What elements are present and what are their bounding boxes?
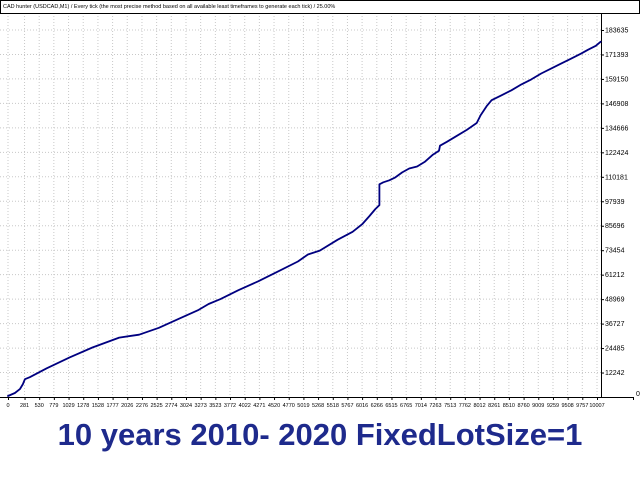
x-tick-label: 4271 [253, 403, 265, 409]
y-zero-label: 0 [636, 391, 640, 398]
y-tick-label: 134666 [605, 125, 628, 132]
x-tick-label: 4022 [239, 403, 251, 409]
y-tick-label: 85696 [605, 223, 625, 230]
x-tick-label: 530 [35, 403, 44, 409]
x-tick-label: 1528 [92, 403, 104, 409]
x-tick-label: 2026 [121, 403, 133, 409]
x-tick-label: 7513 [444, 403, 456, 409]
y-tick-label: 159150 [605, 76, 628, 83]
balance-chart: 12242 24485 36727 48969 61212 73454 85696 97939… [0, 14, 640, 409]
x-tick-label: 6016 [356, 403, 368, 409]
x-tick-label: 6266 [371, 403, 383, 409]
x-tick-label: 9757 [576, 403, 588, 409]
x-tick-label: 3772 [224, 403, 236, 409]
x-tick-label: 8261 [488, 403, 500, 409]
x-tick-label: 281 [20, 403, 29, 409]
y-tick-label: 97939 [605, 199, 625, 206]
x-tick-label: 0 [6, 403, 9, 409]
x-tick-label: 10007 [589, 403, 604, 409]
x-tick-label: 4770 [283, 403, 295, 409]
x-tick-label: 4520 [268, 403, 280, 409]
y-tick-label: 110181 [605, 174, 628, 181]
title-bar-text: CAD hunter (USDCAD,M1) / Every tick (the… [3, 4, 336, 10]
x-tick-label: 2525 [150, 403, 162, 409]
x-tick-label: 7014 [415, 403, 427, 409]
x-tick-label: 2276 [136, 403, 148, 409]
y-tick-label: 73454 [605, 248, 625, 255]
x-tick-label: 5767 [341, 403, 353, 409]
balance-curve [7, 40, 602, 397]
x-tick-label: 6515 [385, 403, 397, 409]
y-tick-label: 61212 [605, 272, 625, 279]
x-tick-label: 1029 [62, 403, 74, 409]
x-tick-label: 5019 [297, 403, 309, 409]
y-tick-label: 36727 [605, 321, 625, 328]
x-tick-label: 1278 [77, 403, 89, 409]
y-tick-label: 122424 [605, 150, 628, 157]
caption-text: 10 years 2010- 2020 FixedLotSize=1 [57, 417, 583, 452]
x-tick-label: 8760 [517, 403, 529, 409]
x-tick-label: 2774 [165, 403, 177, 409]
x-tick-label: 7762 [459, 403, 471, 409]
x-tick-label: 7263 [429, 403, 441, 409]
x-tick-label: 779 [49, 403, 58, 409]
x-tick-label: 6765 [400, 403, 412, 409]
y-tick-label: 12242 [605, 370, 625, 377]
x-tick-label: 3024 [180, 403, 192, 409]
x-tick-label: 3523 [209, 403, 221, 409]
x-tick-label: 5518 [327, 403, 339, 409]
y-tick-label: 146908 [605, 101, 628, 108]
x-tick-label: 8012 [473, 403, 485, 409]
x-tick-label: 8510 [503, 403, 515, 409]
x-tick-label: 9508 [562, 403, 574, 409]
x-tick-label: 5268 [312, 403, 324, 409]
y-tick-label: 171393 [605, 52, 628, 59]
x-tick-label: 1777 [106, 403, 118, 409]
x-tick-label: 9259 [547, 403, 559, 409]
x-tick-label: 9009 [532, 403, 544, 409]
y-tick-label: 48969 [605, 297, 625, 304]
y-tick-label: 183635 [605, 28, 628, 35]
strategy-tester-title-bar: CAD hunter (USDCAD,M1) / Every tick (the… [0, 0, 640, 14]
y-tick-label: 24485 [605, 346, 625, 353]
x-tick-label: 3273 [195, 403, 207, 409]
